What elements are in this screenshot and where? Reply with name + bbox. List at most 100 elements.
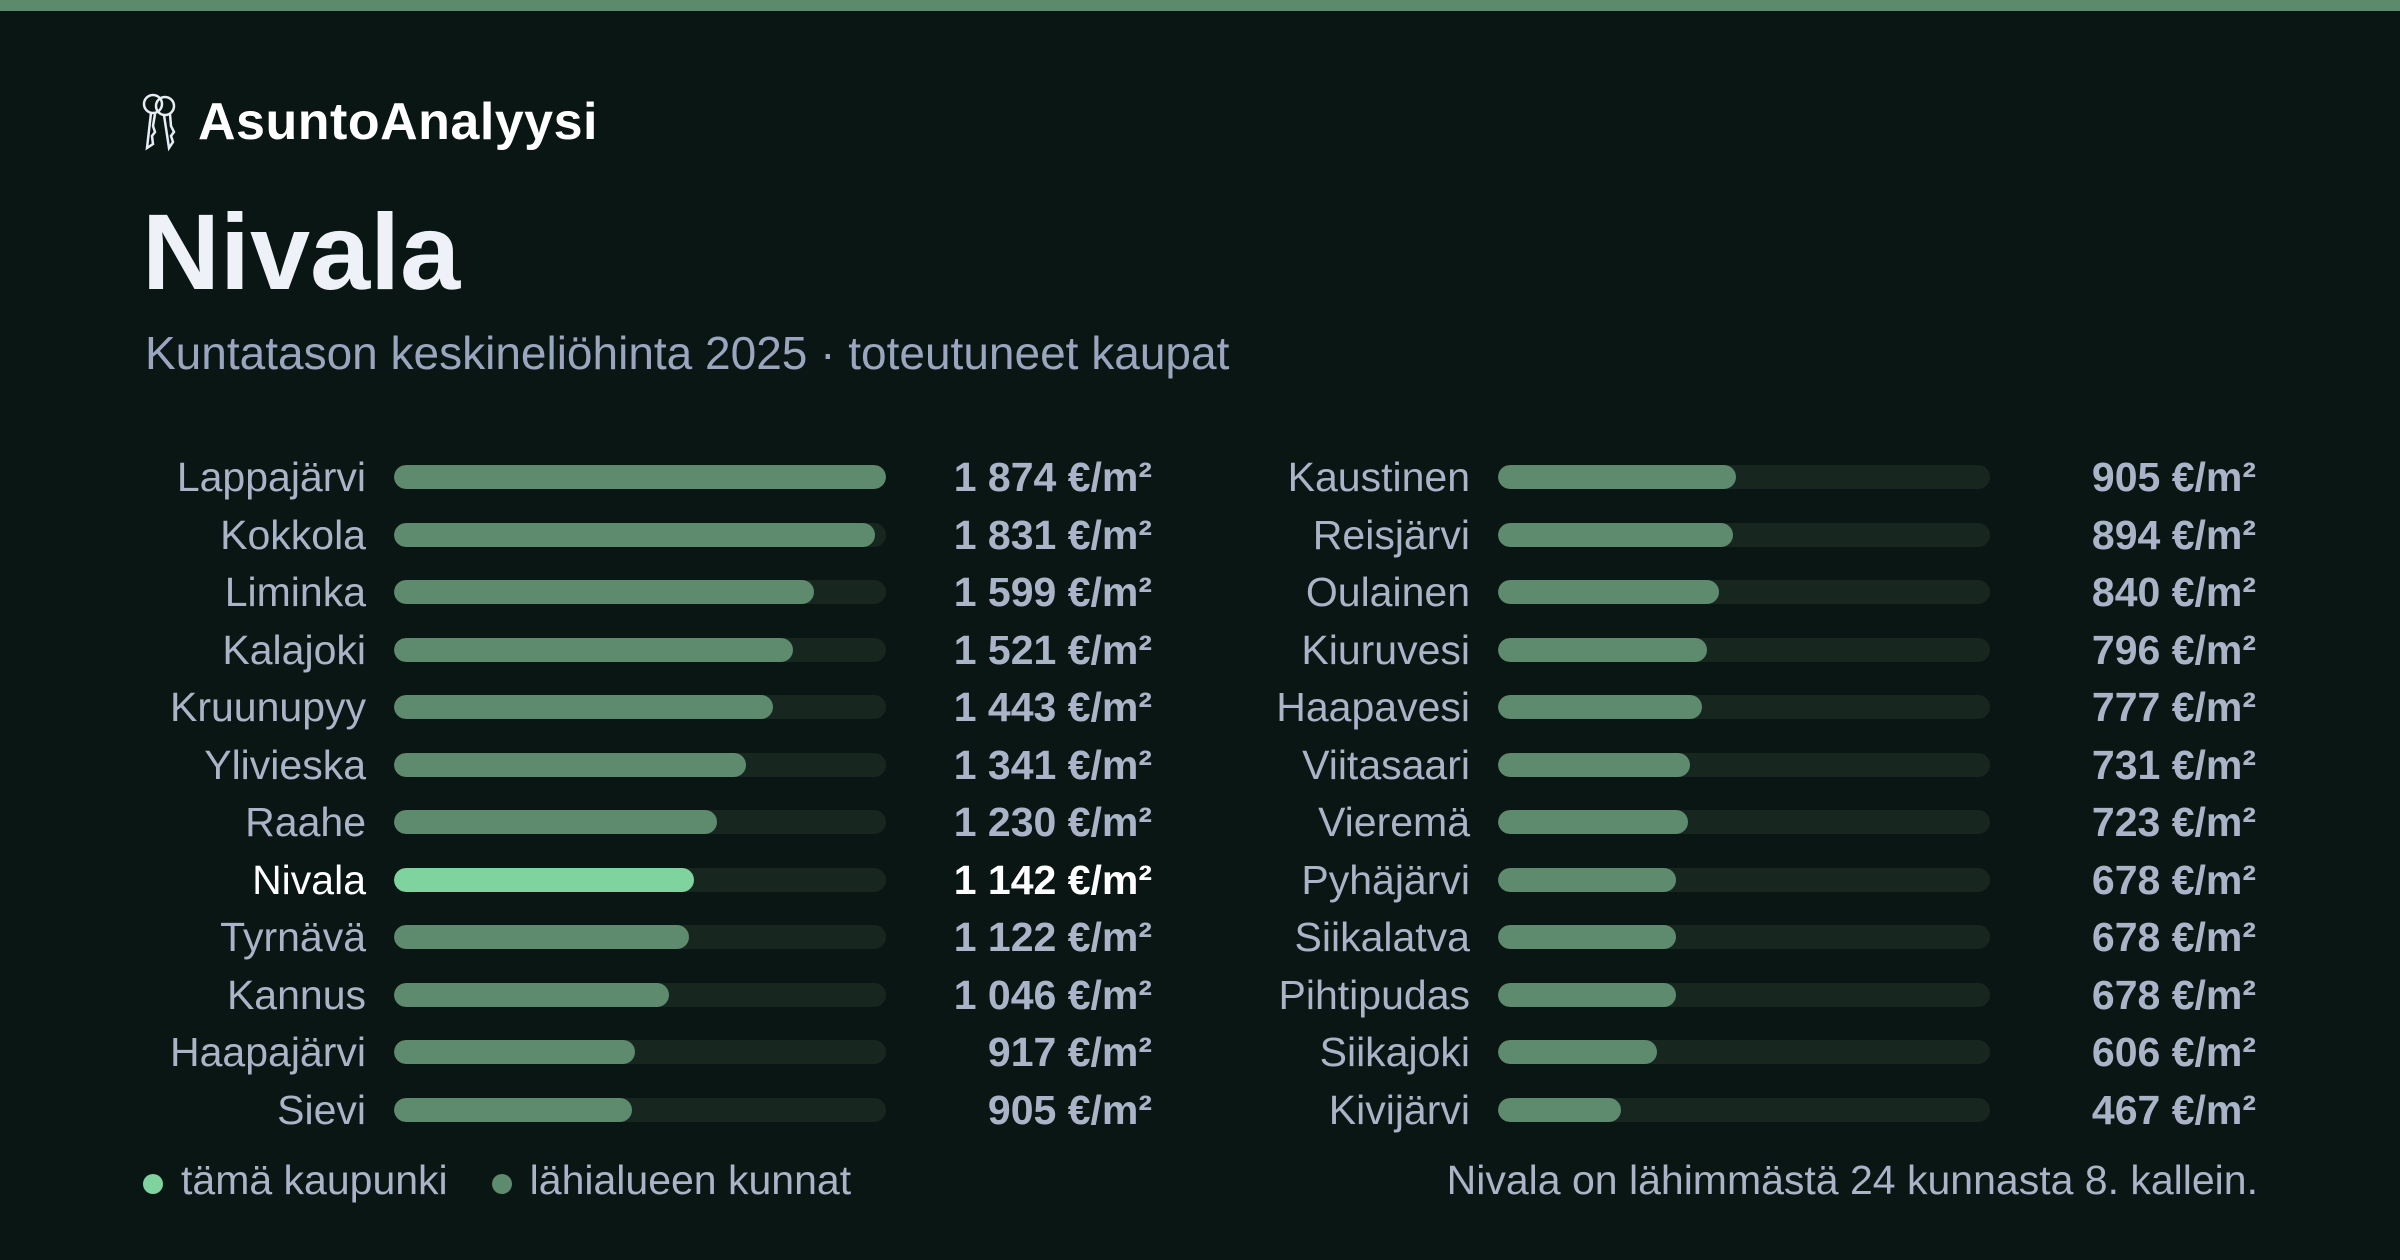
bar-track <box>1498 925 1990 949</box>
bar-label: Viitasaari <box>0 740 1470 790</box>
legend-item-this-city: tämä kaupunki <box>143 1157 448 1204</box>
value-label: 796 €/m² <box>2091 626 2256 673</box>
legend-dot-nearby <box>491 1174 512 1194</box>
bar <box>1498 982 1676 1007</box>
value-label: 917 €/m² <box>987 1029 1152 1075</box>
bar <box>1498 867 1676 892</box>
category-label: Raahe <box>245 799 366 845</box>
bar-label: Kaustinen <box>0 452 1470 502</box>
bar-track <box>1498 867 1990 892</box>
bar <box>394 752 746 777</box>
bar <box>1498 465 1736 489</box>
bar-track <box>394 925 886 949</box>
bar <box>394 810 717 834</box>
value-label: 1 046 €/m² <box>953 971 1152 1018</box>
bar <box>394 1097 632 1122</box>
bar-track <box>1498 580 1990 604</box>
category-label: Ylivieska <box>204 741 366 788</box>
bar-track <box>394 867 886 892</box>
bar-label: Vieremä <box>0 797 1470 847</box>
category-label: Vieremä <box>1318 799 1470 845</box>
category-label: Reisjärvi <box>1312 511 1470 558</box>
bar-track <box>394 637 886 662</box>
bar-label: Siikajoki <box>0 1027 1470 1077</box>
value-label: 723 €/m² <box>2091 799 2256 845</box>
bar <box>394 580 814 604</box>
category-label: Kaustinen <box>1287 454 1470 500</box>
category-label: Kalajoki <box>222 626 366 673</box>
page-subtitle: Kuntatason keskineliöhinta 2025 · toteut… <box>145 327 1230 379</box>
keys-icon <box>142 93 176 152</box>
category-label: Kruunupyy <box>169 684 366 730</box>
value-label: 1 831 €/m² <box>953 511 1152 558</box>
bar-track <box>394 1097 886 1122</box>
bar-label: Haapajärvi <box>0 1027 366 1077</box>
bar <box>394 465 886 489</box>
bar-label: Kiuruvesi <box>0 625 1470 675</box>
bar <box>1498 522 1733 547</box>
bar-track <box>1498 810 1990 834</box>
bar <box>394 867 694 892</box>
bar <box>1498 637 1707 662</box>
bar-label: Siikalatva <box>0 912 1470 962</box>
bar-label: Tyrnävä <box>0 912 366 962</box>
legend-label-this-city: tämä kaupunki <box>181 1156 448 1203</box>
bar <box>394 982 669 1007</box>
bar-track <box>394 1040 886 1064</box>
bar-track <box>394 695 886 719</box>
category-label: Pyhäjärvi <box>1301 856 1470 903</box>
bar-track <box>394 522 886 547</box>
bar <box>394 695 773 719</box>
value-label: 1 341 €/m² <box>953 741 1152 788</box>
category-label: Kiuruvesi <box>1301 626 1470 673</box>
bar <box>394 925 689 949</box>
category-label: Kannus <box>226 971 366 1018</box>
value-label: 840 €/m² <box>2091 569 2256 615</box>
category-label: Sievi <box>277 1086 366 1133</box>
brand: AsuntoAnalyysi <box>140 90 598 154</box>
category-label: Haapajärvi <box>170 1029 366 1075</box>
category-label: Oulainen <box>1305 569 1470 615</box>
bar-track <box>1498 1097 1990 1122</box>
bar-label: Liminka <box>0 567 366 617</box>
bar-label: Lappajärvi <box>0 452 366 502</box>
bar-label: Pihtipudas <box>0 970 1470 1020</box>
bar-track <box>1498 522 1990 547</box>
bar-track <box>1498 465 1990 489</box>
bar-label: Kivijärvi <box>0 1085 1470 1135</box>
value-label: 1 874 €/m² <box>953 454 1152 500</box>
bar-label: Oulainen <box>0 567 1470 617</box>
bar <box>394 1040 635 1064</box>
bar-label: Nivala <box>0 855 366 905</box>
bar-label: Sievi <box>0 1085 366 1135</box>
category-label: Nivala <box>252 856 366 903</box>
bar <box>1498 752 1690 777</box>
bar-track <box>394 580 886 604</box>
bar <box>1498 925 1676 949</box>
value-label: 467 €/m² <box>2091 1086 2256 1133</box>
bar-label: Haapavesi <box>0 682 1470 732</box>
bar <box>1498 1040 1657 1064</box>
page-title: Nivala <box>142 191 461 312</box>
bar-track <box>394 982 886 1007</box>
rank-note: Nivala on lähimmästä 24 kunnasta 8. kall… <box>1446 1157 2258 1203</box>
bar-label: Ylivieska <box>0 740 366 790</box>
legend-item-nearby: lähialueen kunnat <box>491 1156 852 1204</box>
brand-name: AsuntoAnalyysi <box>198 93 598 151</box>
category-label: Liminka <box>224 569 366 615</box>
top-accent-bar <box>0 0 2400 11</box>
value-label: 894 €/m² <box>2091 511 2256 558</box>
bar <box>394 637 793 662</box>
bar-label: Pyhäjärvi <box>0 855 1470 905</box>
bar-track <box>1498 1040 1990 1064</box>
value-label: 905 €/m² <box>2091 454 2256 500</box>
value-label: 678 €/m² <box>2091 856 2256 903</box>
legend-label-nearby: lähialueen kunnat <box>529 1156 852 1203</box>
category-label: Pihtipudas <box>1278 971 1470 1018</box>
bar-label: Kruunupyy <box>0 682 366 732</box>
value-label: 905 €/m² <box>987 1086 1152 1133</box>
value-label: 606 €/m² <box>2091 1029 2256 1075</box>
bar-track <box>1498 637 1990 662</box>
bar-label: Raahe <box>0 797 366 847</box>
category-label: Viitasaari <box>1302 741 1470 788</box>
